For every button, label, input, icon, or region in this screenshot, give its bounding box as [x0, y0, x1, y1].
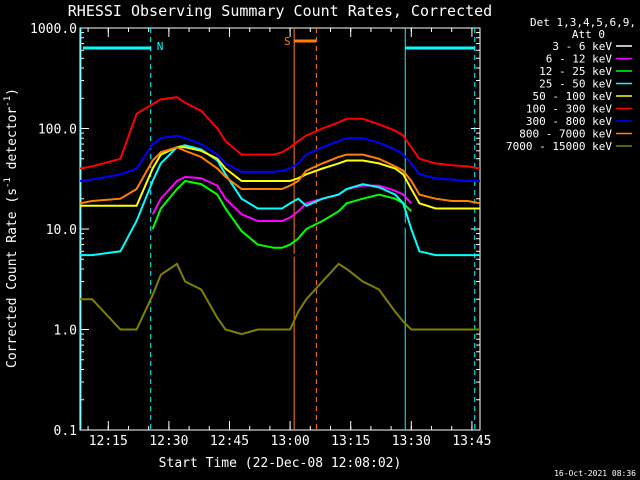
night-label: N [157, 40, 164, 53]
legend-header-2: Att 0 [572, 28, 605, 41]
y-tick-label: 1000.0 [30, 22, 77, 37]
x-tick-label: 12:15 [89, 434, 128, 449]
x-tick-label: 13:15 [331, 434, 370, 449]
y-tick-label: 10.0 [46, 223, 77, 238]
legend-entry-label: 3 - 6 keV [552, 40, 612, 53]
timestamp: 16-Oct-2021 08:36 [554, 469, 636, 478]
legend-entry-label: 300 - 800 keV [526, 115, 612, 128]
legend-entry-label: 100 - 300 keV [526, 103, 612, 116]
x-tick-label: 12:30 [149, 434, 188, 449]
series-line-7000-15000-kev [80, 262, 480, 336]
series-line-12-25-kev [151, 179, 413, 249]
series-line-300-800-kev [79, 134, 480, 182]
series-line-3-6-kev [151, 210, 413, 265]
x-tick-label: 13:00 [271, 434, 310, 449]
legend-entry-label: 6 - 12 keV [546, 53, 613, 66]
x-axis-label: Start Time (22-Dec-08 12:08:02) [159, 456, 402, 471]
x-tick-label: 13:45 [452, 434, 491, 449]
y-tick-label: 1.0 [54, 324, 77, 339]
y-axis-label-sup1: -1 [3, 177, 13, 188]
legend-entry-label: 50 - 100 keV [533, 90, 613, 103]
y-axis-label-sup2: -1 [3, 96, 13, 107]
series-line-25-50-kev [80, 144, 480, 257]
legend-entry-label: 800 - 7000 keV [519, 128, 612, 141]
y-tick-label: 0.1 [54, 424, 77, 439]
y-axis-label: Corrected Count Rate (s-1 detector-1) [3, 88, 20, 368]
series-line-50-100-kev [80, 146, 480, 210]
legend-entry-label: 7000 - 15000 keV [506, 140, 612, 153]
y-axis-label-main: Corrected Count Rate (s [5, 188, 20, 368]
series-line-800-7000-kev [79, 146, 481, 205]
legend-entry-label: 12 - 25 keV [539, 65, 612, 78]
legend-header-1: Det 1,3,4,5,6,9, [530, 16, 636, 29]
x-tick-label: 13:30 [392, 434, 431, 449]
y-tick-label: 100.0 [38, 123, 77, 138]
legend-entry-label: 25 - 50 keV [539, 78, 612, 91]
x-tick-label: 12:45 [210, 434, 249, 449]
series-line-100-300-kev [79, 96, 481, 170]
y-axis-label-mid: detector [5, 107, 20, 178]
y-axis-label-end: ) [5, 88, 20, 96]
chart-title: RHESSI Observing Summary Count Rates, Co… [68, 2, 492, 20]
saa-label: S [284, 35, 291, 48]
